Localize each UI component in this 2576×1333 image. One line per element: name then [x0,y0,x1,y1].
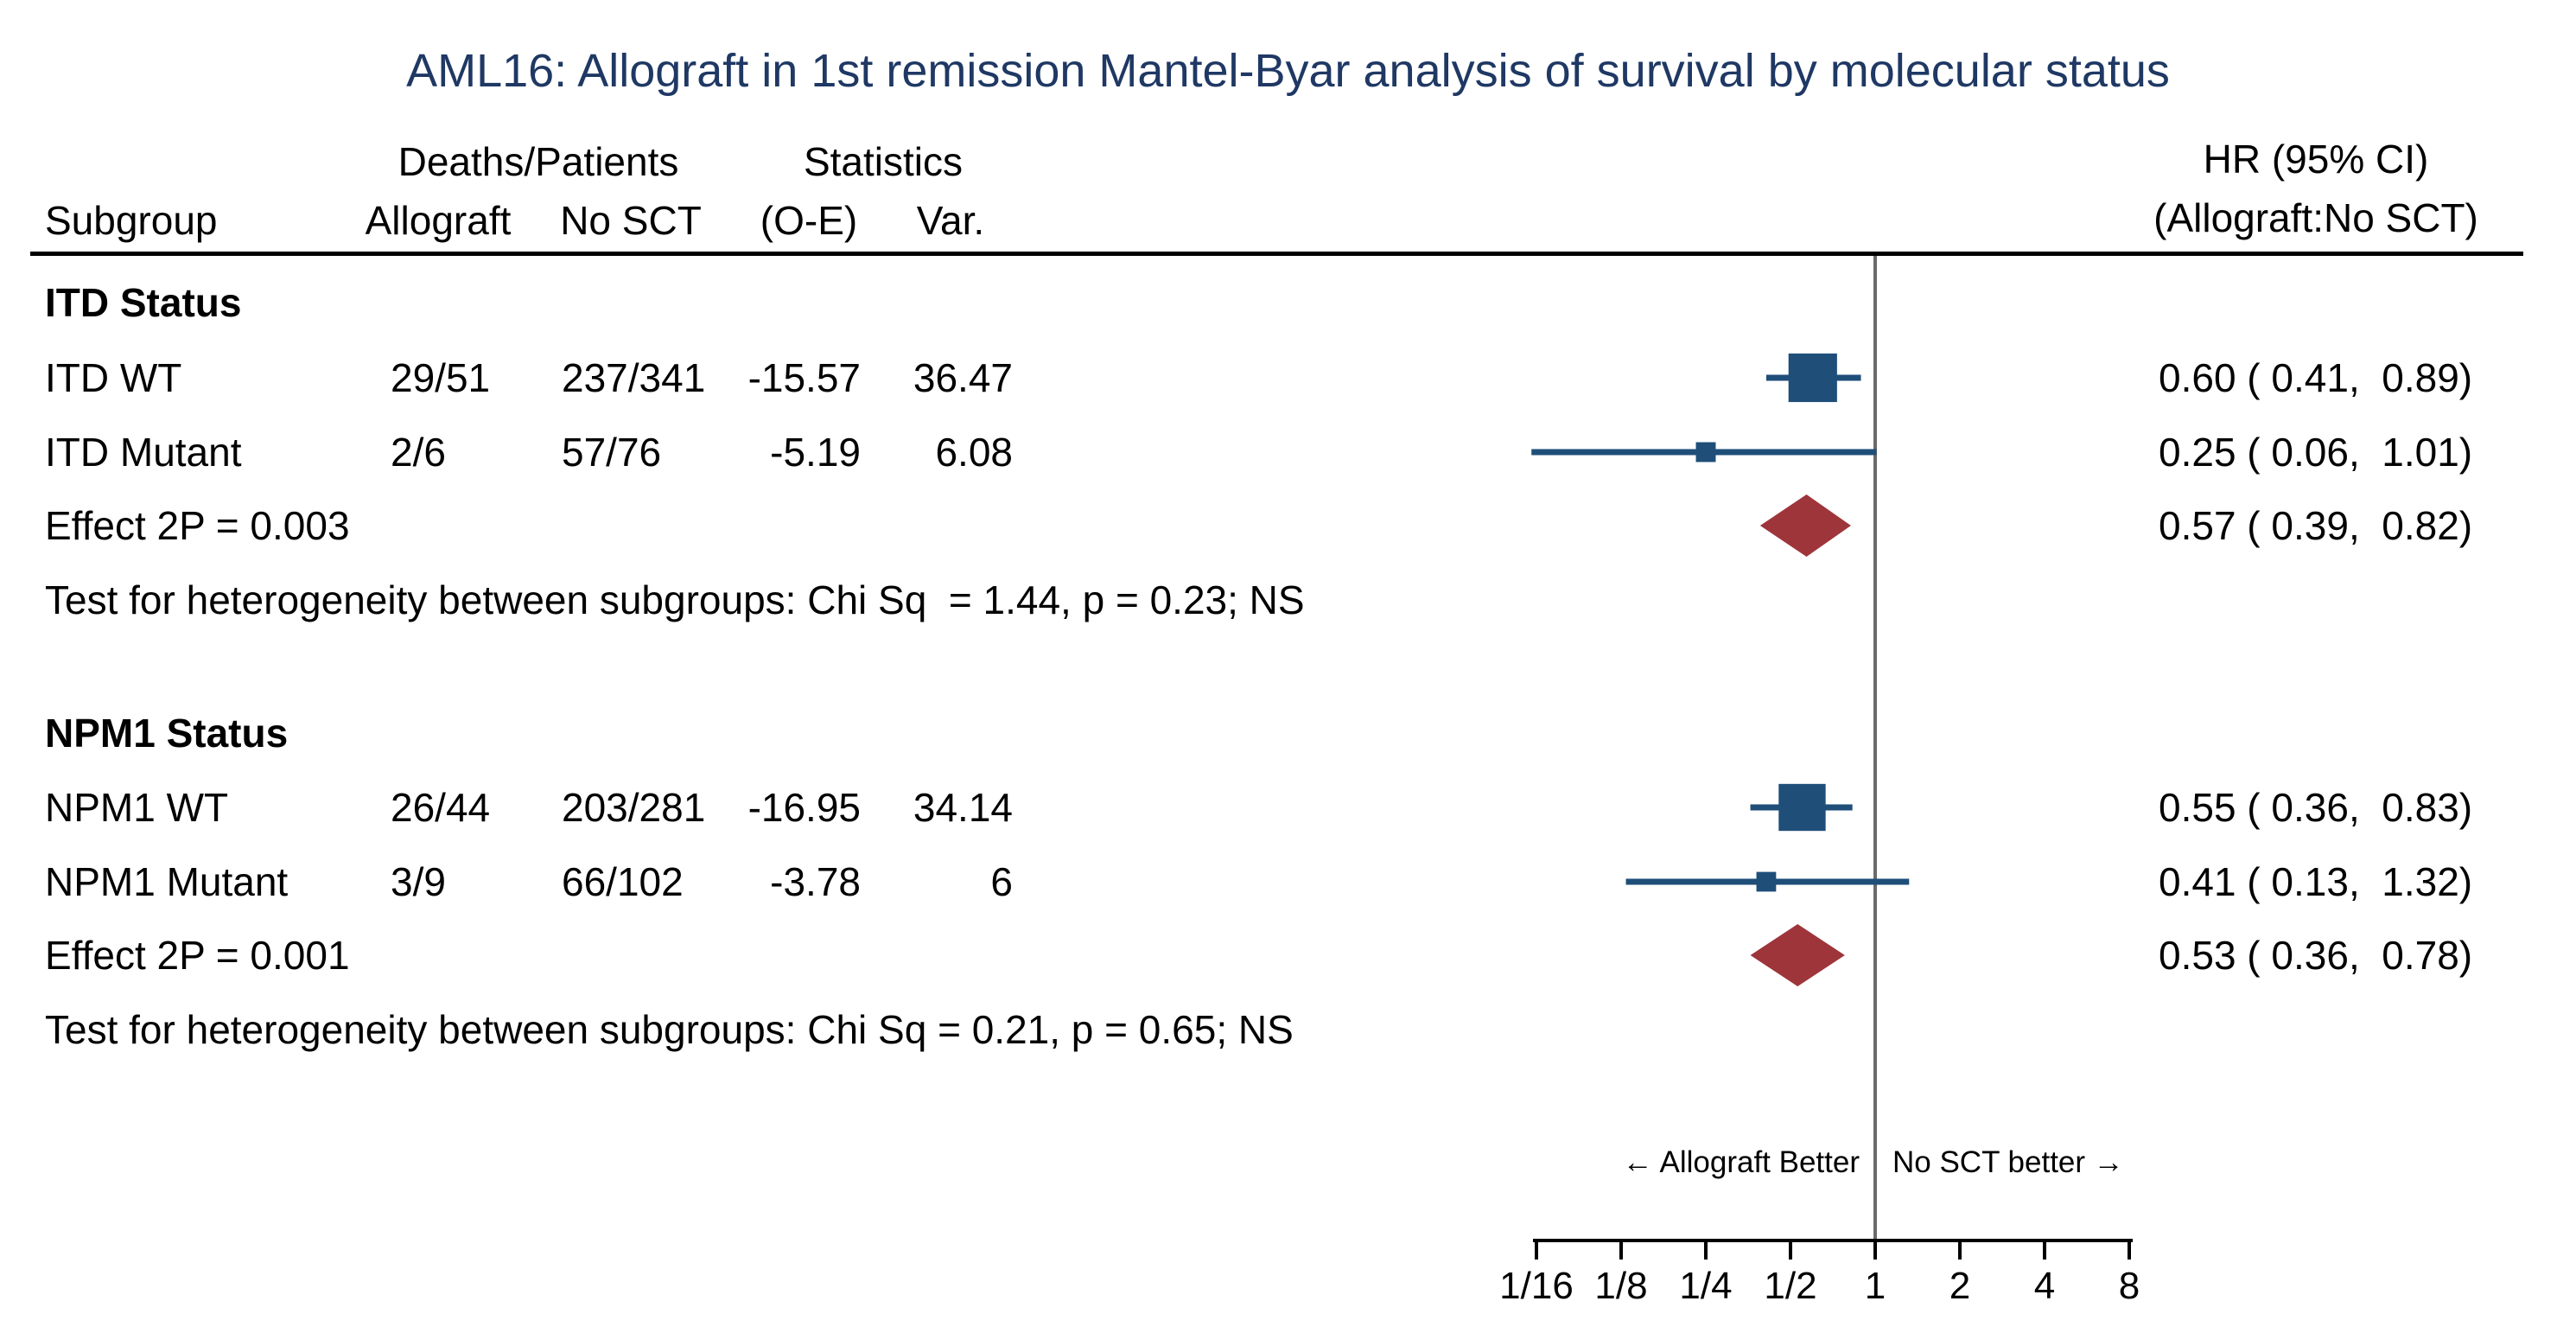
table-row-itd-wt: ITD WT 29/51 237/341 -15.57 36.47 0.60 (… [0,348,2576,407]
heterogeneity-row-itd: Test for heterogeneity between subgroups… [0,571,2074,629]
table-row-npm1-mutant: NPM1 Mutant 3/9 66/102 -3.78 6 0.41 ( 0.… [0,852,2576,911]
effect-label: Effect 2P = 0.003 [45,503,350,548]
hr-ci-value: 0.53 ( 0.36, 0.78) [2159,933,2473,978]
table-row-itd-mutant: ITD Mutant 2/6 57/76 -5.19 6.08 0.25 ( 0… [0,423,2576,482]
oe-value: -16.95 [747,785,861,830]
hr-ci-value: 0.60 ( 0.41, 0.89) [2159,355,2473,400]
x-axis-tick-label: 2 [1949,1265,1970,1307]
table-row-npm1-wt: NPM1 WT 26/44 203/281 -16.95 34.14 0.55 … [0,778,2576,837]
var-value: 6.08 [935,430,1013,475]
section-header-npm1-label: NPM1 Status [45,711,289,756]
x-axis-tick-label: 1/16 [1499,1265,1574,1307]
x-axis-tick-label: 1/2 [1764,1265,1816,1307]
hr-ci-value: 0.57 ( 0.39, 0.82) [2159,503,2473,548]
section-header-itd: ITD Status [0,273,1469,332]
allograft-value: 29/51 [391,355,491,400]
x-axis-tick-label: 8 [2119,1265,2140,1307]
hr-ci-value: 0.41 ( 0.13, 1.32) [2159,859,2473,904]
subgroup-label: NPM1 Mutant [45,859,289,904]
subgroup-label: ITD WT [45,355,182,400]
col-header-var: Var. [916,198,985,243]
x-axis-tick-label: 1 [1865,1265,1886,1307]
col-header-oe: (O-E) [760,198,858,243]
column-header-row-2: Subgroup Allograft No SCT (O-E) Var. [0,191,2576,250]
no-sct-value: 66/102 [562,859,684,904]
effect-label: Effect 2P = 0.001 [45,933,350,978]
column-header-row-1: Deaths/Patients Statistics [0,132,2576,191]
col-header-deaths-patients: Deaths/Patients [398,139,679,184]
header-rule [30,252,2523,256]
heterogeneity-text: Test for heterogeneity between subgroups… [45,1007,1294,1052]
subgroup-label: ITD Mutant [45,430,242,475]
effect-row-npm1: Effect 2P = 0.001 0.53 ( 0.36, 0.78) [0,926,2576,985]
figure-title: AML16: Allograft in 1st remission Mantel… [406,45,2170,97]
section-header-itd-label: ITD Status [45,280,242,325]
no-sct-value: 57/76 [562,430,662,475]
no-sct-value: 203/281 [562,785,706,830]
col-header-hr: HR (95% CI) (Allograft:No SCT) [2057,130,2575,247]
col-header-hr-line1: HR (95% CI) [2203,137,2429,182]
hr-ci-value: 0.25 ( 0.06, 1.01) [2159,430,2473,475]
hr-ci-value: 0.55 ( 0.36, 0.83) [2159,785,2473,830]
no-sct-value: 237/341 [562,355,706,400]
oe-value: -3.78 [770,859,861,904]
oe-value: -15.57 [747,355,861,400]
heterogeneity-text: Test for heterogeneity between subgroups… [45,577,1305,622]
col-header-subgroup: Subgroup [45,198,218,243]
col-header-no-sct: No SCT [560,198,702,243]
var-value: 34.14 [913,785,1013,830]
col-header-statistics: Statistics [803,139,964,184]
x-axis-tick-label: 1/4 [1679,1265,1732,1307]
allograft-value: 2/6 [391,430,446,475]
subgroup-label: NPM1 WT [45,785,229,830]
oe-value: -5.19 [770,430,861,475]
allograft-value: 3/9 [391,859,446,904]
col-header-hr-line2: (Allograft:No SCT) [2153,195,2478,240]
x-axis-tick-label: 1/8 [1594,1265,1647,1307]
allograft-value: 26/44 [391,785,491,830]
var-value: 6 [990,859,1013,904]
x-axis-tick-label: 4 [2034,1265,2055,1307]
direction-label-allograft-better: ← Allograft Better [1622,1145,1860,1179]
var-value: 36.47 [913,355,1013,400]
col-header-allograft: Allograft [365,198,512,243]
section-header-npm1: NPM1 Status [0,704,1469,762]
direction-label-no-sct-better: No SCT better → [1892,1145,2124,1179]
heterogeneity-row-npm1: Test for heterogeneity between subgroups… [0,1000,2074,1059]
effect-row-itd: Effect 2P = 0.003 0.57 ( 0.39, 0.82) [0,496,2576,555]
